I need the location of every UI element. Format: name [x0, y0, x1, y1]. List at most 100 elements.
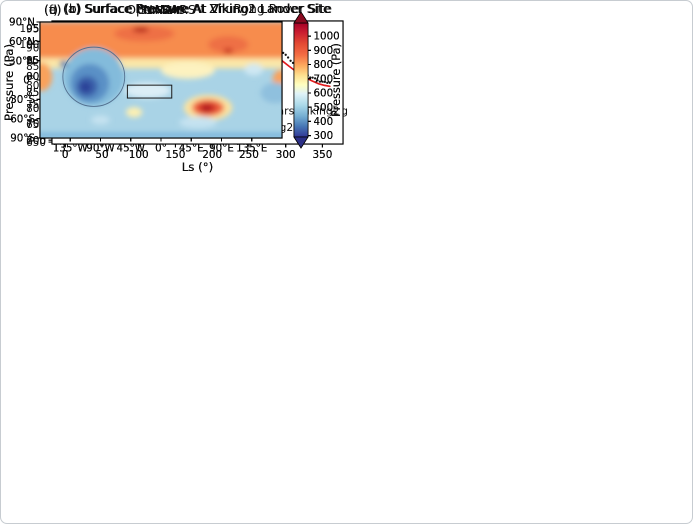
x-axis-label: Ls (°)	[182, 160, 214, 174]
x-tick-label: 0	[62, 149, 69, 161]
map-title: NASA	[144, 2, 179, 17]
panel-f-nasa-map: 90°N 60°N 30°N 0° 30°S 60°S 90°S 135°W 90°W 45°W 0…	[1, 1, 348, 176]
chart-title: (a) Surface Pressure At ZhuRong Rover Si…	[63, 1, 332, 16]
lat-tick-label: 60°S	[10, 113, 35, 125]
x-tick-label: 300	[276, 149, 296, 161]
x-tick-label: 200	[202, 149, 222, 161]
x-tick-label: 50	[95, 149, 108, 161]
x-tick-label: 250	[239, 149, 259, 161]
colorbar-tick-label: 400	[314, 116, 334, 128]
colorbar-upper-arrow	[293, 11, 309, 24]
x-tick-label: 50	[95, 149, 108, 161]
lat-tick-label: 30°N	[9, 55, 35, 67]
lon-tick-label: 135°W	[53, 143, 88, 155]
x-tick-label: 250	[239, 149, 259, 161]
lat-tick-label: 30°N	[9, 55, 35, 67]
colorbar-tick-label: 800	[314, 59, 334, 71]
lon-tick-label: 45°E	[179, 143, 204, 155]
lon-tick-label: 135°E	[236, 143, 267, 155]
x-tick-label: 350	[313, 149, 333, 161]
colorbar-tick-label: 1000	[314, 31, 340, 43]
lon-tick-label: 90°E	[209, 143, 234, 155]
x-tick-label: 0	[62, 149, 69, 161]
lat-tick-label: 0°	[23, 75, 35, 87]
y-axis-label: Pressure (Pa)	[2, 44, 16, 121]
x-tick-label: 300	[276, 149, 296, 161]
colorbar-tick-label: 700	[314, 73, 334, 85]
study-region-rect-outline	[126, 84, 173, 99]
x-tick-label: 100	[129, 149, 149, 161]
lat-tick-label: 30°N	[9, 55, 35, 67]
x-axis-label: Ls (°)	[182, 160, 214, 174]
x-tick-label: 150	[166, 149, 186, 161]
colorbar-tick-label: 1000	[314, 31, 340, 43]
colorbar-tick-label: 600	[314, 88, 334, 100]
lon-tick-label: 45°W	[117, 143, 145, 155]
lon-tick-label: 90°E	[209, 143, 234, 155]
lon-tick-label: 135°E	[236, 143, 267, 155]
lon-tick-label: 90°W	[86, 143, 114, 155]
colorbar-tick-label: 800	[314, 59, 334, 71]
lon-tick-label: 90°W	[86, 143, 114, 155]
colorbar-tick-label: 400	[314, 116, 334, 128]
map-annotations	[62, 46, 173, 107]
x-tick-label: 350	[313, 149, 333, 161]
colorbar-tick-label: 900	[314, 45, 334, 57]
lon-tick-label: 0°	[155, 143, 167, 155]
lon-tick-label: 135°W	[53, 143, 88, 155]
colorbar-tick-label: 800	[314, 59, 334, 71]
x-tick-label: 50	[95, 149, 108, 161]
x-tick-label: 150	[166, 149, 186, 161]
colorbar-tick-label: 300	[314, 130, 334, 142]
map-field	[40, 22, 282, 138]
lat-tick-label: 90°N	[9, 17, 35, 29]
lat-tick-label: 60°S	[10, 113, 35, 125]
colorbar-tick-label: 700	[314, 73, 334, 85]
lon-tick-label: 0°	[155, 143, 167, 155]
lat-tick-label: 90°N	[9, 17, 35, 29]
x-tick-label: 300	[276, 149, 296, 161]
lat-tick-label: 60°N	[9, 36, 35, 48]
y-axis-label: Pressure (Pa)	[2, 44, 16, 121]
lon-tick-label: 45°E	[179, 143, 204, 155]
chart-title: (b) Surface Pressure At Viking1 Lander S…	[64, 1, 331, 16]
y-tick-label: 1050	[20, 23, 46, 35]
colorbar-axis-label: Pressure (Pa)	[330, 43, 343, 117]
colorbar-tick-label: 900	[314, 45, 334, 57]
lon-tick-label: 90°W	[86, 143, 114, 155]
map-title: OpenMARS	[126, 2, 196, 17]
chart-title: (c) Surface Pressure At Viking2 Lander S…	[65, 1, 331, 16]
colorbar-tick-label: 500	[314, 102, 334, 114]
lat-tick-label: 0°	[23, 75, 35, 87]
colorbar-tick-label: 900	[314, 45, 334, 57]
lat-tick-label: 90°S	[10, 133, 35, 145]
colorbar-axis-label: Pressure (Pa)	[330, 43, 343, 117]
colorbar-lower-arrow	[293, 136, 309, 149]
map-f-canvas: 90°N 60°N 30°N 0° 30°S 60°S 90°S 135°W90°W 45°W 0…	[9, 2, 343, 155]
colorbar-tick-label: 700	[314, 73, 334, 85]
colorbar-axis-label: Pressure (Pa)	[330, 43, 343, 117]
lat-tick-label: 30°S	[10, 94, 35, 106]
lon-tick-label: 135°W	[53, 143, 88, 155]
lat-tick-label: 90°S	[10, 133, 35, 145]
x-tick-label: 200	[202, 149, 222, 161]
y-axis-label: Pressure (Pa)	[2, 44, 16, 121]
lat-tick-label: 60°S	[10, 113, 35, 125]
colorbar-tick-label: 300	[314, 130, 334, 142]
map-title: GoMars	[137, 2, 185, 17]
lon-tick-label: 135°E	[236, 143, 267, 155]
lat-tick-label: 30°S	[10, 94, 35, 106]
tharsis-ellipse-outline	[62, 46, 126, 107]
x-tick-label: 200	[202, 149, 222, 161]
map-panel-label: (d)	[44, 2, 62, 17]
lat-tick-label: 30°S	[10, 94, 35, 106]
x-tick-label: 0	[62, 149, 69, 161]
colorbar-tick-label: 600	[314, 88, 334, 100]
y-tick-label: 650	[26, 137, 46, 149]
colorbar-tick-label: 400	[314, 116, 334, 128]
x-tick-label: 350	[313, 149, 333, 161]
lon-tick-label: 0°	[155, 143, 167, 155]
lat-tick-label: 90°S	[10, 133, 35, 145]
